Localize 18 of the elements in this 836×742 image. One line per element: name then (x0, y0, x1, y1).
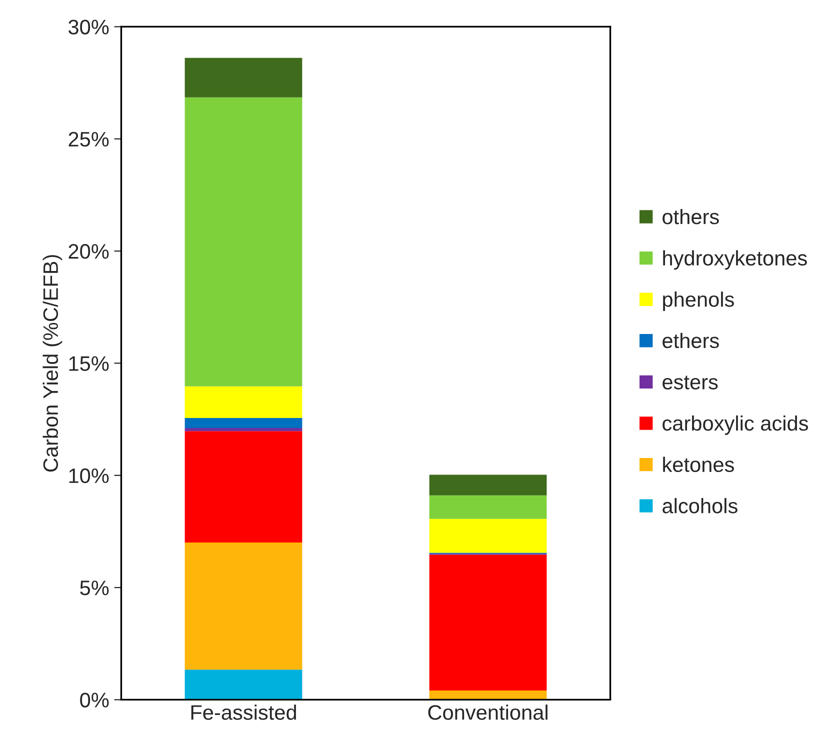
legend-label: ethers (662, 332, 719, 348)
x-tick-label: Conventional (428, 704, 548, 720)
y-tick-label: 5% (80, 580, 109, 596)
x-tick-label: Fe-assisted (191, 704, 296, 720)
y-tick-label: 25% (68, 132, 109, 147)
y-tick-label: 10% (69, 468, 109, 484)
legend-label: carboxylic acids (662, 415, 808, 435)
legend-label: others (662, 208, 719, 224)
legend-label: esters (662, 376, 718, 390)
y-tick-label: 30% (68, 20, 109, 34)
y-tick-label: 20% (68, 244, 109, 259)
legend-label: phenols (663, 292, 734, 311)
legend-label: alcohols (662, 498, 738, 514)
legend-label: ketones (663, 456, 734, 472)
y-tick-label: 0% (80, 692, 109, 708)
y-tick-label: 15% (69, 356, 109, 371)
y-axis-title: Carbon Yield (%C/EFB) (42, 255, 62, 472)
legend-label: hydroxyketones (663, 250, 807, 270)
